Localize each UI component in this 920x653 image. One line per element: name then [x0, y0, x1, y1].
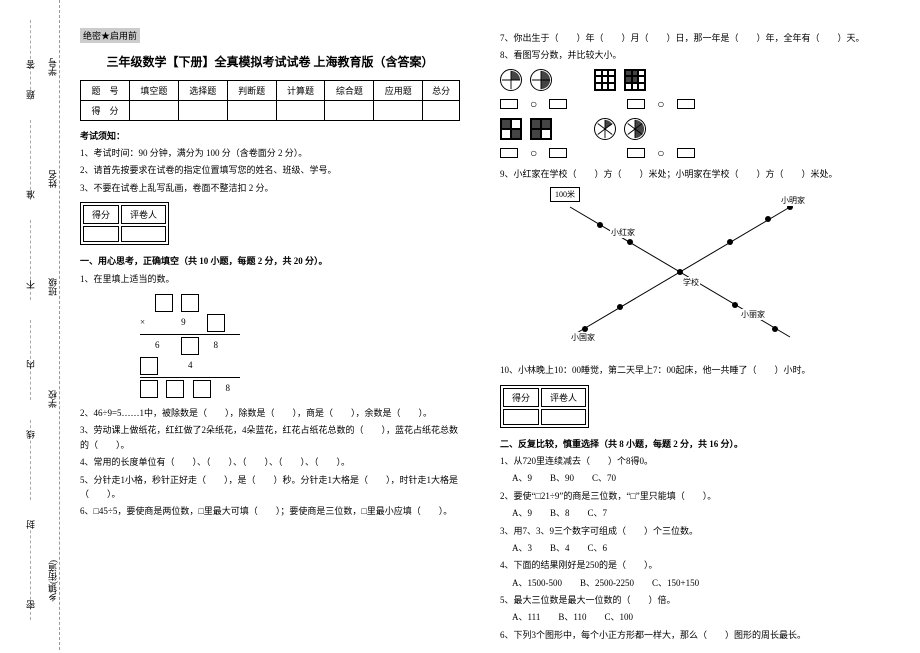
score-h5: 综合题: [325, 81, 374, 101]
binding-sidebar: 学号 姓名 班级 学校 乡镇(街道) 答 题 准 不 内 线 封 密: [0, 0, 60, 650]
dash-2: [30, 120, 31, 200]
sb2-c2: 评卷人: [541, 388, 586, 407]
scorebox-1: 得分评卷人: [80, 202, 169, 245]
score-h7: 总分: [423, 81, 460, 101]
q2-2-opts: A、9B、8C、7: [512, 506, 900, 520]
q1-7: 7、你出生于（ ）年（ ）月（ ）日，那一年是（ ）年，全年有（ ）天。: [500, 31, 900, 45]
multiplication-work: × 9 6 8 4 8: [140, 294, 460, 398]
map-xm: 小明家: [780, 195, 806, 206]
q1-5: 5、分针走1小格，秒针正好走（ ），是（ ）秒。分针走1大格是（ ），时针走1大…: [80, 473, 460, 502]
section-1-title: 一、用心思考，正确填空（共 10 小题，每题 2 分，共 20 分）。: [80, 256, 328, 266]
circle-frac-4: [624, 118, 646, 140]
q1-4: 4、常用的长度单位有（ ）、（ ）、（ ）、（ ）、（ ）。: [80, 455, 460, 469]
notice-head: 考试须知：: [80, 129, 460, 142]
page-title: 三年级数学【下册】全真模拟考试试卷 上海教育版（含答案）: [80, 53, 460, 70]
dash-lbl-2: 准: [24, 190, 37, 199]
q1-1: 1、在里填上适当的数。: [80, 272, 460, 286]
map-school: 学校: [682, 277, 700, 288]
square-frac-2: [624, 69, 646, 91]
q1-3: 3、劳动课上做纸花，红红做了2朵纸花，4朵蓝花，红花占纸花总数的（ ），蓝花占纸…: [80, 423, 460, 452]
sb2-c1: 得分: [503, 388, 539, 407]
left-column: 绝密★启用前 三年级数学【下册】全真模拟考试试卷 上海教育版（含答案） 题 号 …: [70, 20, 470, 530]
q2-2: 2、要使“□21÷9”的商是三位数，“□”里只能填（ ）。: [500, 489, 900, 503]
score-table: 题 号 填空题 选择题 判断题 计算题 综合题 应用题 总分 得 分: [80, 80, 460, 121]
q2-1-opts: A、9B、90C、70: [512, 471, 900, 485]
q2-6: 6、下列3个图形中，每个小正方形都一样大，那么（ ）图形的周长最长。: [500, 628, 900, 642]
score-r2: 得 分: [81, 101, 130, 121]
map-xh: 小红家: [610, 227, 636, 238]
label-xx: 学校: [46, 390, 59, 408]
label-xm: 姓名: [46, 170, 59, 188]
q1-2: 2、46÷9=5……1中，被除数是（ ），除数是（ ），商是（ ），余数是（ ）…: [80, 406, 460, 420]
q2-5: 5、最大三位数是最大一位数的（ ）倍。: [500, 593, 900, 607]
score-h2: 选择题: [178, 81, 227, 101]
dash-lbl-7: 密: [24, 600, 37, 609]
sb1-c2: 评卷人: [121, 205, 166, 224]
label-xz: 乡镇(街道): [46, 560, 59, 602]
square-frac-1: [594, 69, 616, 91]
compare-row-2: ○ ○: [500, 146, 900, 161]
label-xh: 学号: [46, 58, 59, 76]
direction-map: 100米 学校 小红家 小明家 小国家 小丽家: [540, 187, 820, 357]
square-frac-4: [530, 118, 552, 140]
dash-lbl-5: 线: [24, 430, 37, 439]
score-h4: 计算题: [276, 81, 325, 101]
section-2-title: 二、反复比较，慎重选择（共 8 小题，每题 2 分，共 16 分）。: [500, 439, 743, 449]
dash-lbl-1: 题: [24, 90, 37, 99]
label-bj: 班级: [46, 278, 59, 296]
right-column: 7、你出生于（ ）年（ ）月（ ）日，那一年是（ ）年，全年有（ ）天。 8、看…: [490, 20, 910, 653]
notice-3: 3、不要在试卷上乱写乱画，卷面不整洁扣 2 分。: [80, 181, 460, 195]
sb1-c1: 得分: [83, 205, 119, 224]
circle-frac-1: [500, 69, 522, 91]
score-h1: 填空题: [129, 81, 178, 101]
scorebox-2: 得分评卷人: [500, 385, 589, 428]
circle-frac-2: [530, 69, 552, 91]
q1-8: 8、看图写分数，并比较大小。: [500, 48, 900, 62]
fraction-row-2: [500, 118, 900, 140]
q1-10: 10、小林晚上10：00睡觉，第二天早上7：00起床，他一共睡了（ ）小时。: [500, 363, 900, 377]
q2-3: 3、用7、3、9三个数字可组成（ ）个三位数。: [500, 524, 900, 538]
legend-scale: 100米: [550, 187, 580, 202]
q2-3-opts: A、3B、4C、6: [512, 541, 900, 555]
score-h6: 应用题: [374, 81, 423, 101]
score-h3: 判断题: [227, 81, 276, 101]
q2-4-opts: A、1500-500B、2500-2250C、150+150: [512, 576, 900, 590]
notice-1: 1、考试时间：90 分钟，满分为 100 分（含卷面分 2 分）。: [80, 146, 460, 160]
dash-lbl-6: 封: [24, 520, 37, 529]
q2-5-opts: A、111B、110C、100: [512, 610, 900, 624]
q2-4: 4、下面的结果刚好是250的是（ ）。: [500, 558, 900, 572]
fraction-row-1: [500, 69, 900, 91]
q1-6: 6、□45÷5，要使商是两位数，□里最大可填（ ）；要使商是三位数，□里最小应填…: [80, 504, 460, 518]
map-xg: 小国家: [570, 332, 596, 343]
q1-9: 9、小红家在学校（ ）方（ ）米处；小明家在学校（ ）方（ ）米处。: [500, 167, 900, 181]
dash-lbl-3: 不: [24, 280, 37, 289]
compare-row-1: ○ ○: [500, 97, 900, 112]
secret-label: 绝密★启用前: [80, 28, 140, 43]
dash-lbl-0: 答: [24, 60, 37, 69]
notice-2: 2、请首先按要求在试卷的指定位置填写您的姓名、班级、学号。: [80, 163, 460, 177]
map-xl: 小丽家: [740, 309, 766, 320]
square-frac-3: [500, 118, 522, 140]
dash-lbl-4: 内: [24, 360, 37, 369]
circle-frac-3: [594, 118, 616, 140]
q2-1: 1、从720里连续减去（ ）个8得0。: [500, 454, 900, 468]
score-h0: 题 号: [81, 81, 130, 101]
